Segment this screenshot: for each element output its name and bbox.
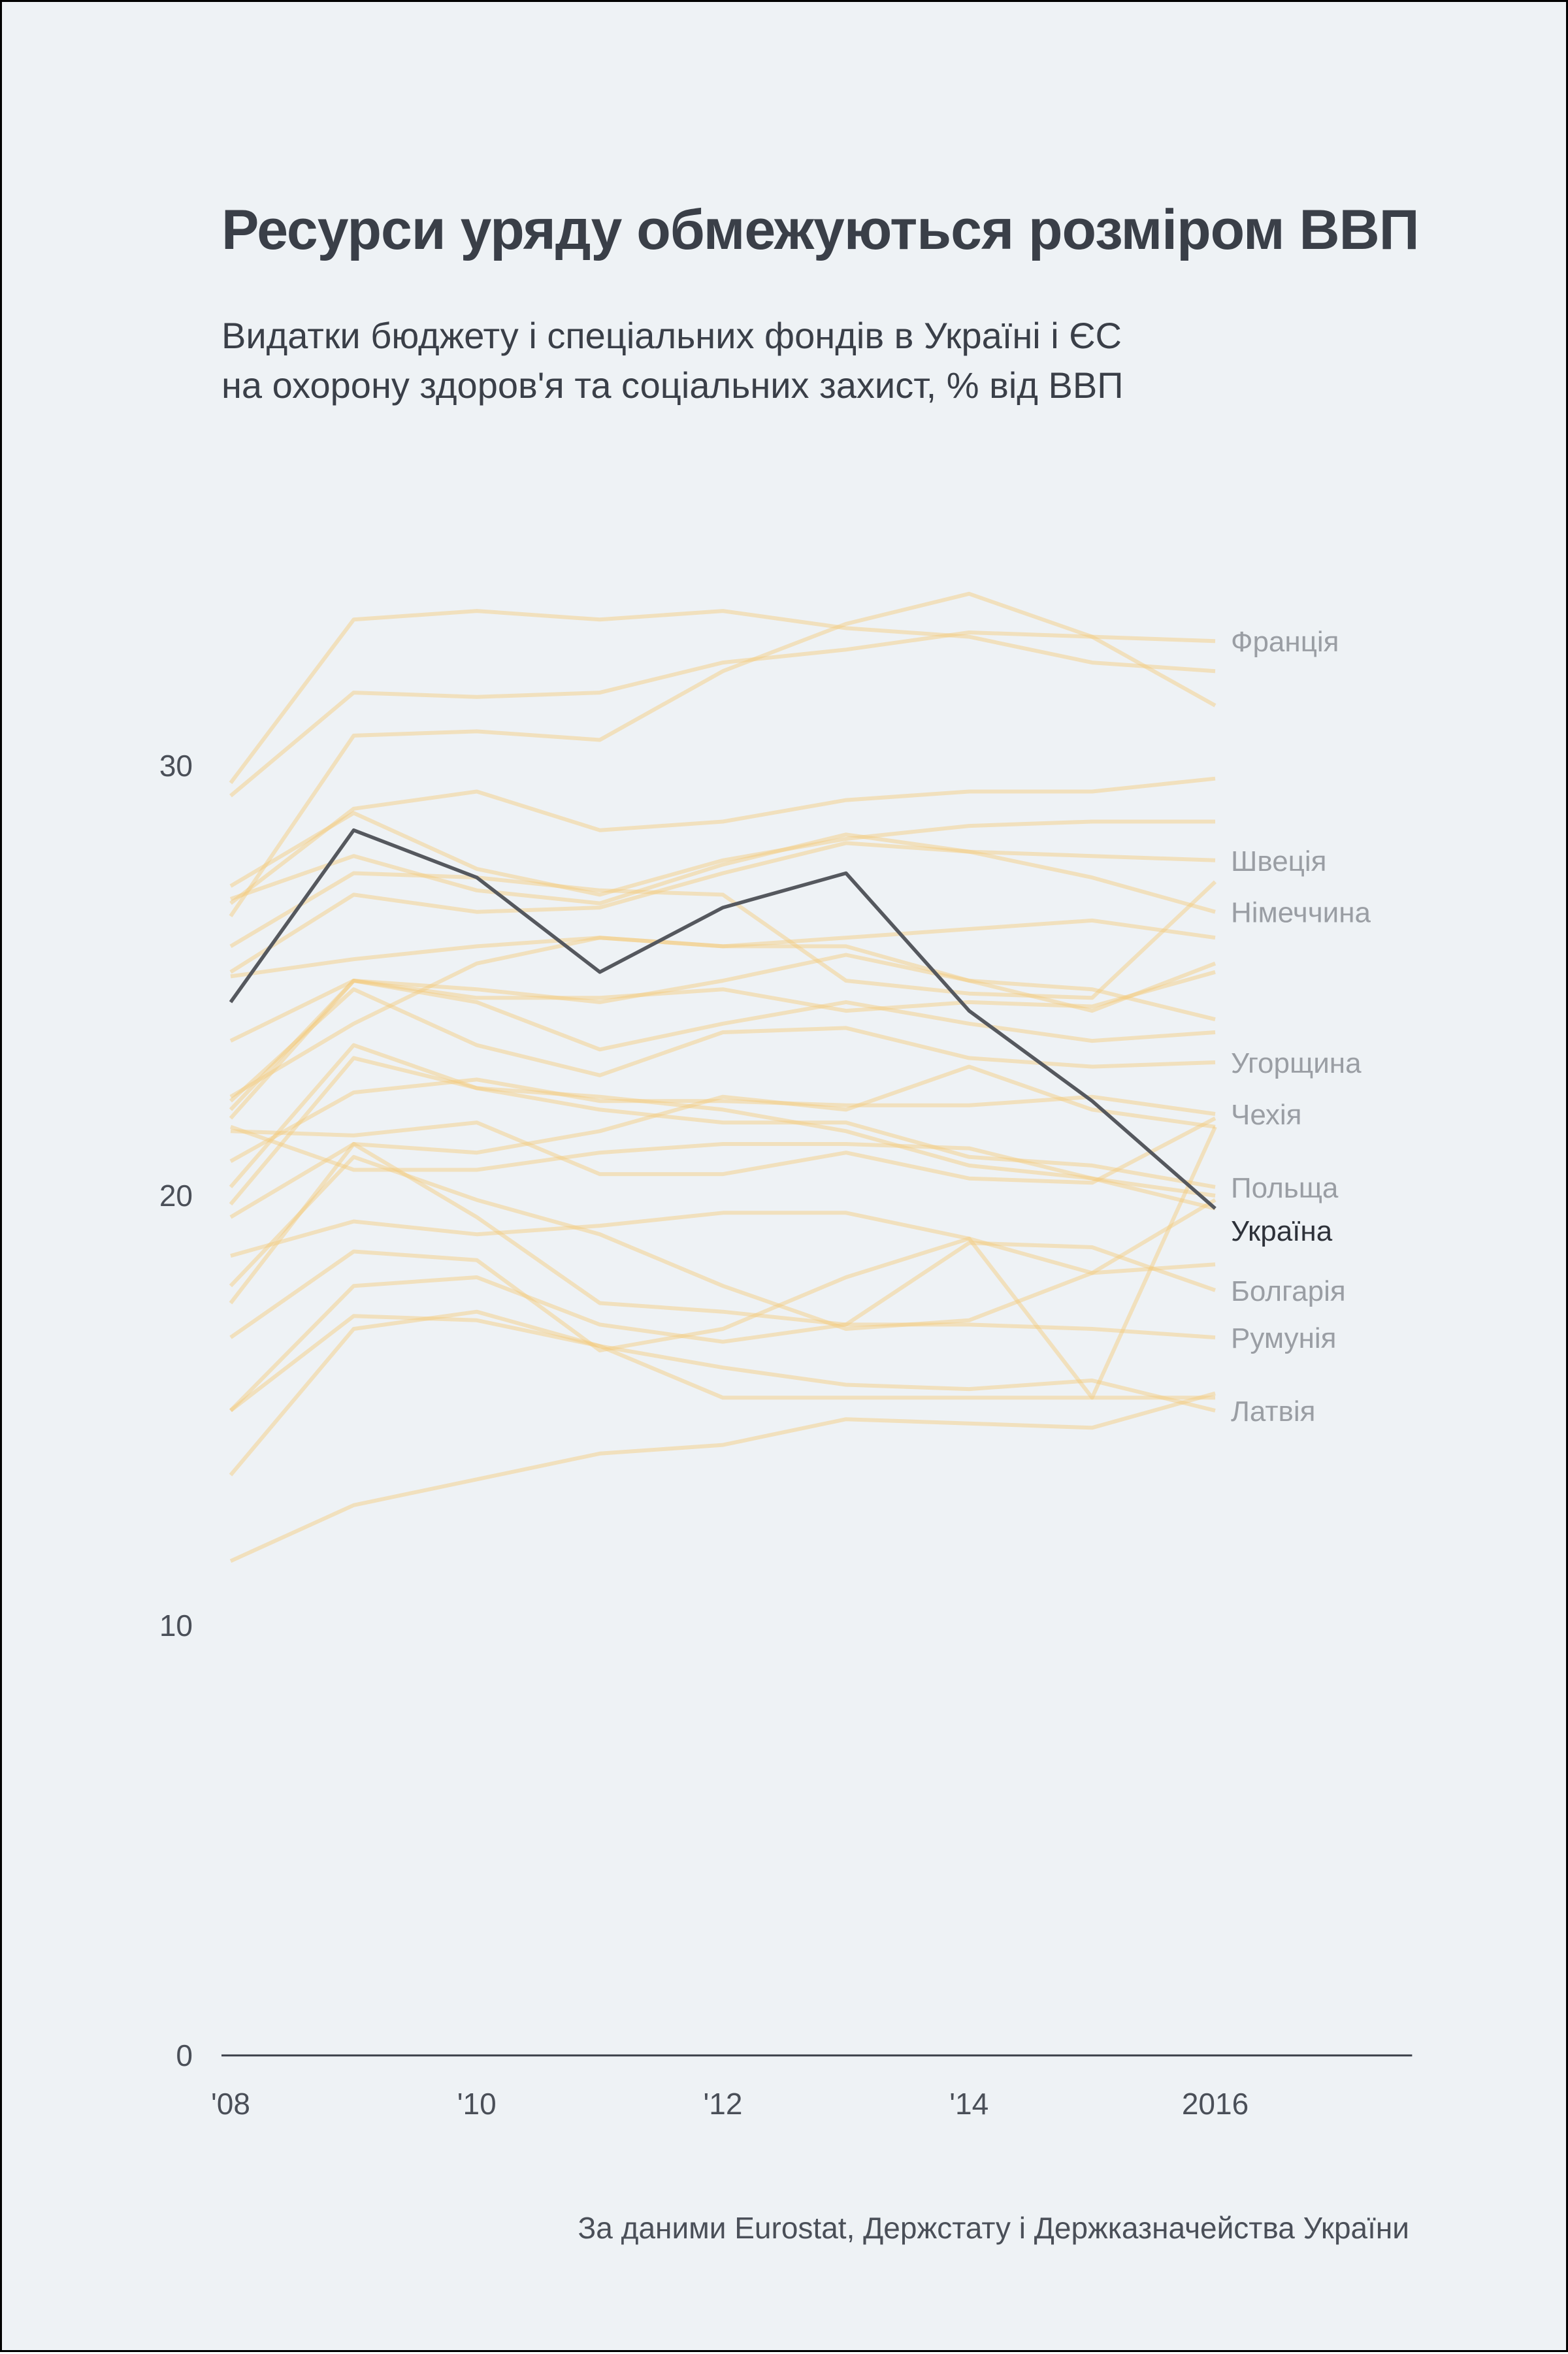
country-line-10 bbox=[229, 953, 1217, 1043]
country-line-4 bbox=[229, 776, 1216, 905]
chart-title: Ресурси уряду обмежуються розміром ВВП bbox=[221, 199, 1420, 261]
x-tick-label: '14 bbox=[949, 2087, 988, 2121]
country-line-17 bbox=[229, 1056, 1216, 1206]
country-line-23 bbox=[229, 1154, 1216, 1331]
country-line-8 bbox=[229, 841, 1216, 974]
country-line-13 bbox=[229, 979, 1216, 1120]
country-line-20 bbox=[230, 1124, 1216, 1211]
country-line-11 bbox=[229, 970, 1216, 1111]
country-line-6 bbox=[230, 832, 1216, 906]
y-tick-label: 10 bbox=[159, 1609, 193, 1643]
country-line-2 bbox=[229, 609, 1216, 785]
country-line-16 bbox=[230, 1116, 1217, 1185]
chart-subtitle-line-1: Видатки бюджету і спеціальних фондів в У… bbox=[221, 315, 1122, 356]
country-label: Франція bbox=[1231, 626, 1339, 658]
country-label: Латвія bbox=[1231, 1396, 1316, 1428]
country-line-5 bbox=[229, 811, 1215, 897]
country-label: Швеція bbox=[1231, 845, 1326, 877]
country-line-26 bbox=[229, 1309, 1216, 1477]
x-tick-label: '10 bbox=[457, 2087, 497, 2121]
country-line-25 bbox=[229, 1126, 1217, 1400]
country-label: Угорщина bbox=[1231, 1047, 1362, 1079]
country-line-7 bbox=[229, 871, 1217, 1000]
country-line-21 bbox=[230, 1198, 1217, 1275]
country-line-18 bbox=[229, 1043, 1216, 1198]
country-label: Чехія bbox=[1231, 1099, 1301, 1131]
country-label: Румунія bbox=[1231, 1322, 1337, 1354]
y-tick-label: 0 bbox=[176, 2038, 193, 2072]
x-tick-label: '08 bbox=[211, 2087, 250, 2121]
country-line-14 bbox=[229, 987, 1216, 1103]
x-tick-label: 2016 bbox=[1182, 2087, 1249, 2121]
ukraine-line bbox=[229, 828, 1217, 1210]
y-tick-label: 30 bbox=[159, 749, 193, 783]
country-line-22 bbox=[229, 1142, 1216, 1327]
country-label: Польща bbox=[1231, 1172, 1339, 1204]
country-line-15 bbox=[229, 1077, 1216, 1164]
chart-subtitle-line-2: на охорону здоров'я та соціальних захист… bbox=[221, 365, 1124, 406]
country-line-3 bbox=[229, 591, 1217, 917]
country-line-12 bbox=[229, 936, 1216, 1099]
country-line-28 bbox=[229, 1391, 1216, 1563]
country-label: Німеччина bbox=[1231, 897, 1371, 929]
source-note: За даними Eurostat, Держстату і Держказн… bbox=[578, 2211, 1409, 2245]
country-line-27 bbox=[229, 1314, 1215, 1413]
country-line-9 bbox=[230, 918, 1216, 979]
ukraine-label: Україна bbox=[1231, 1215, 1333, 1247]
country-line-1 bbox=[229, 630, 1216, 798]
country-label: Болгарія bbox=[1231, 1275, 1346, 1307]
x-tick-label: '12 bbox=[704, 2087, 743, 2121]
country-line-24 bbox=[229, 1275, 1216, 1413]
country-line-19 bbox=[229, 1064, 1216, 1219]
y-tick-label: 20 bbox=[159, 1179, 193, 1213]
